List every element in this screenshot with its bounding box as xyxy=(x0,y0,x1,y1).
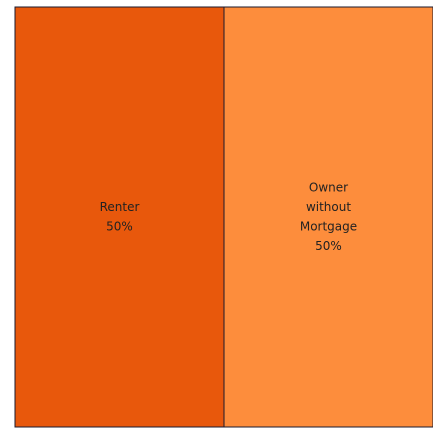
tile-value-label: 50% xyxy=(315,239,342,253)
treemap-tile-label-1: Renter 50% xyxy=(100,200,140,234)
tile-category-label: Mortgage xyxy=(300,219,357,233)
treemap-tile-1 xyxy=(14,6,225,428)
tile-category-label: without xyxy=(306,200,351,214)
tile-value-label: 50% xyxy=(106,219,133,233)
treemap-tile-label-2: Owner without Mortgage 50% xyxy=(300,180,357,253)
treemap-tile-2 xyxy=(223,6,433,428)
tile-category-label: Owner xyxy=(309,180,348,194)
tile-category-label: Renter xyxy=(100,200,140,214)
